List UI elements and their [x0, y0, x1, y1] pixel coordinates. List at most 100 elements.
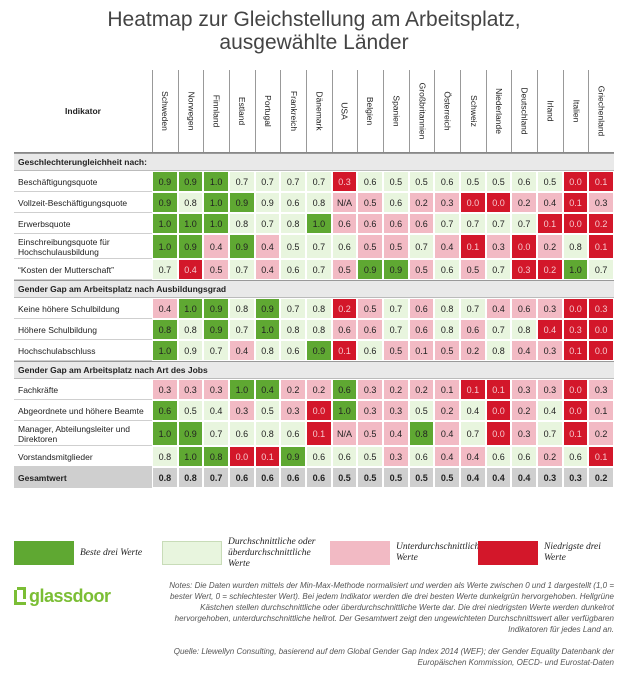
- heatmap-cell: 0.3: [331, 171, 358, 192]
- heatmap-cell: 0.7: [280, 171, 306, 192]
- heatmap-cell: 0.2: [408, 379, 435, 400]
- heatmap-cell: 0.5: [357, 446, 383, 467]
- heatmap-cell: 0.2: [306, 379, 332, 400]
- country-label: Frankreich: [288, 90, 299, 132]
- total-cell: 0.8: [177, 467, 204, 488]
- legend-swatch-average: [162, 541, 222, 565]
- country-label: Italien: [570, 99, 581, 123]
- country-header: Großbritannien: [408, 70, 435, 152]
- indicator-label: Vollzeit-Beschäftigungsquote: [18, 197, 128, 208]
- country-header: Estland: [229, 70, 255, 152]
- heatmap-cell: 0.7: [229, 259, 255, 280]
- legend-label-worst: Niedrigste drei Werte: [544, 542, 601, 563]
- heatmap-cell: 0.7: [203, 421, 229, 446]
- indicator-label: Erwerbsquote: [18, 218, 71, 229]
- total-cell: 0.5: [434, 467, 460, 488]
- heatmap-cell: 0.5: [460, 259, 486, 280]
- heatmap-cell: 0.2: [280, 379, 306, 400]
- country-label: Österreich: [442, 91, 453, 131]
- heatmap-cell: 0.7: [152, 259, 178, 280]
- heatmap-cell: 0.2: [408, 192, 435, 213]
- country-header: Schweiz: [460, 70, 486, 152]
- heatmap-cell: 0.7: [254, 171, 281, 192]
- heatmap-cell: 0.6: [408, 319, 435, 340]
- heatmap-cell: 0.4: [177, 259, 204, 280]
- heatmap-cell: 0.9: [177, 421, 204, 446]
- total-cell: 0.5: [357, 467, 383, 488]
- heatmap-cell: 0.6: [331, 319, 358, 340]
- heatmap-cell: 1.0: [177, 446, 204, 467]
- legend-label-average: Durchschnittliche oder überdurchschnittl…: [228, 536, 316, 569]
- heatmap-cell: 0.6: [229, 421, 255, 446]
- heatmap-cell: 0.0: [562, 213, 589, 234]
- heatmap-cell: 0.3: [588, 192, 614, 213]
- heatmap-cell: 0.4: [434, 234, 460, 259]
- heatmap-cell: 0.3: [229, 400, 255, 421]
- heatmap-cell: 0.3: [537, 340, 563, 361]
- row-divider: [14, 233, 152, 234]
- legend-swatch-best: [14, 541, 74, 565]
- heatmap-cell: 0.0: [485, 192, 512, 213]
- heatmap-cell: 0.6: [511, 298, 537, 319]
- heatmap-cell: 0.8: [434, 319, 460, 340]
- heatmap-cell: 0.5: [434, 340, 460, 361]
- heatmap-cell: 0.8: [306, 298, 332, 319]
- heatmap-cell: 0.1: [562, 340, 589, 361]
- heatmap-cell: 0.9: [357, 259, 383, 280]
- country-header: Norwegen: [177, 70, 204, 152]
- total-cell: 0.5: [408, 467, 435, 488]
- country-header: Deutschland: [511, 70, 537, 152]
- country-label: Irland: [545, 100, 556, 122]
- heatmap-cell: 0.1: [588, 446, 614, 467]
- total-cell: 0.6: [229, 467, 255, 488]
- heatmap-cell: N/A: [331, 192, 358, 213]
- total-cell: 0.6: [306, 467, 332, 488]
- chart-title-line2: ausgewählte Länder: [219, 31, 409, 54]
- country-label: Griechenland: [596, 85, 607, 137]
- heatmap-cell: 1.0: [254, 319, 281, 340]
- total-cell: 0.6: [254, 467, 281, 488]
- row-divider: [14, 339, 152, 340]
- heatmap-cell: 0.6: [511, 171, 537, 192]
- heatmap-cell: 0.4: [537, 192, 563, 213]
- heatmap-cell: 0.6: [152, 400, 178, 421]
- heatmap-cell: 0.5: [537, 171, 563, 192]
- indicator-label: Einschreibungsquote für Hochschulausbild…: [18, 236, 110, 257]
- heatmap-cell: 0.5: [408, 259, 435, 280]
- chart-title-line1: Heatmap zur Gleichstellung am Arbeitspla…: [107, 8, 521, 31]
- heatmap-cell: 0.4: [460, 446, 486, 467]
- heatmap-cell: 0.3: [511, 259, 537, 280]
- heatmap-cell: 0.4: [254, 259, 281, 280]
- heatmap-cell: 0.3: [434, 192, 460, 213]
- notes-text: Notes: Die Daten wurden mittels der Min-…: [169, 581, 614, 634]
- heatmap-cell: 0.7: [485, 213, 512, 234]
- total-cell: 0.4: [460, 467, 486, 488]
- country-label: Portugal: [262, 95, 273, 127]
- glassdoor-wordmark: glassdoor: [29, 585, 111, 606]
- heatmap-cell: 0.8: [434, 298, 460, 319]
- heatmap-cell: 0.1: [408, 340, 435, 361]
- heatmap-cell: 0.2: [537, 234, 563, 259]
- heatmap-cell: 1.0: [177, 213, 204, 234]
- heatmap-cell: 0.1: [434, 379, 460, 400]
- heatmap-cell: 0.9: [280, 446, 306, 467]
- heatmap-cell: 0.7: [460, 298, 486, 319]
- country-header: USA: [331, 70, 358, 152]
- heatmap-cell: 0.8: [511, 319, 537, 340]
- row-divider: [14, 191, 152, 192]
- heatmap-cell: 0.8: [229, 213, 255, 234]
- heatmap-cell: 0.6: [280, 192, 306, 213]
- heatmap-cell: 0.6: [511, 446, 537, 467]
- country-header: Schweden: [152, 70, 178, 152]
- heatmap-cell: 0.9: [306, 340, 332, 361]
- heatmap-cell: 0.8: [280, 213, 306, 234]
- heatmap-cell: 0.4: [511, 340, 537, 361]
- country-label: USA: [339, 102, 350, 120]
- legend-label-best: Beste drei Werte: [80, 547, 143, 558]
- heatmap-cell: 0.6: [562, 446, 589, 467]
- legend-item-best: Beste drei Werte: [14, 538, 154, 568]
- country-header: Niederlande: [485, 70, 512, 152]
- country-header: Belgien: [357, 70, 383, 152]
- heatmap-cell: 0.1: [588, 400, 614, 421]
- row-divider: [14, 487, 152, 488]
